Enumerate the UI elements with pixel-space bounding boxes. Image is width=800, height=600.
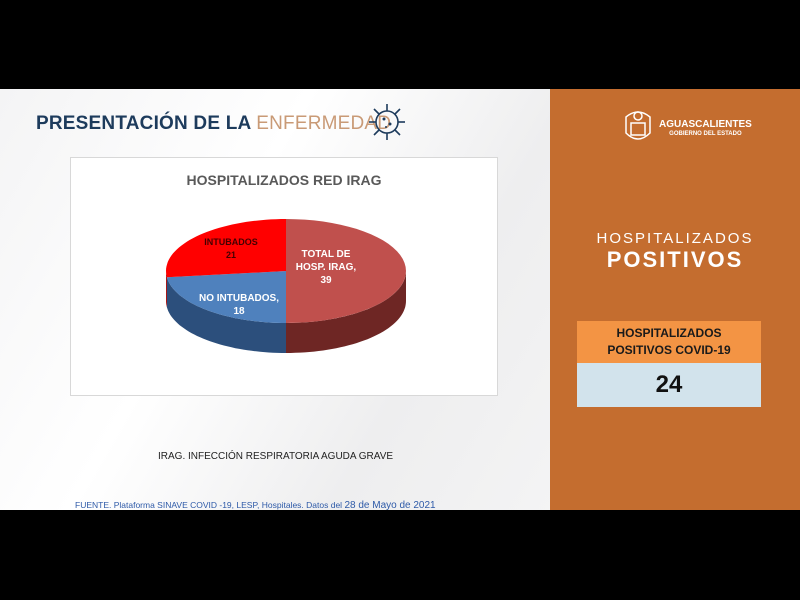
- card-label: HOSPITALIZADOS POSITIVOS COVID-19: [577, 321, 761, 363]
- pie-slice-total-de-hosp-irag: [286, 219, 406, 323]
- slide-title: PRESENTACIÓN DE LA ENFERMEDAD: [36, 113, 391, 135]
- coat-of-arms-logo: [625, 111, 651, 140]
- pie-side-1: [166, 277, 286, 353]
- panel-heading-light: HOSPITALIZADOS: [596, 230, 754, 247]
- label-intubados: INTUBADOS 21: [204, 237, 258, 260]
- label-no-intubados: NO INTUBADOS, 18: [199, 293, 279, 317]
- pie-chart: [166, 219, 406, 353]
- card-value: 24: [577, 363, 761, 407]
- chart-container: HOSPITALIZADOS RED IRAG TOTAL DE HOSP. IR…: [70, 157, 498, 396]
- title-main: PRESENTACIÓN DE LA: [36, 113, 251, 134]
- source-text: FUENTE. Plataforma SINAVE COVID -19, LES…: [75, 500, 436, 511]
- brand: AGUASCALIENTES GOBIERNO DEL ESTADO: [659, 119, 752, 137]
- irag-note: IRAG. INFECCIÓN RESPIRATORIA AGUDA GRAVE: [158, 451, 394, 462]
- virus-icon: [369, 104, 405, 140]
- panel-heading-bold: POSITIVOS: [606, 247, 744, 272]
- chart-title: HOSPITALIZADOS RED IRAG: [186, 172, 382, 188]
- label-total: TOTAL DE HOSP. IRAG, 39: [295, 249, 357, 286]
- pie-slice-no-intubados: [166, 271, 286, 323]
- side-panel: AGUASCALIENTES GOBIERNO DEL ESTADO HOSPIT…: [550, 89, 800, 510]
- title-accent: ENFERMEDAD: [256, 113, 392, 134]
- pie-slice-intubados: [166, 219, 286, 278]
- pie-side-0: [286, 271, 406, 353]
- pie-side-2: [166, 271, 167, 308]
